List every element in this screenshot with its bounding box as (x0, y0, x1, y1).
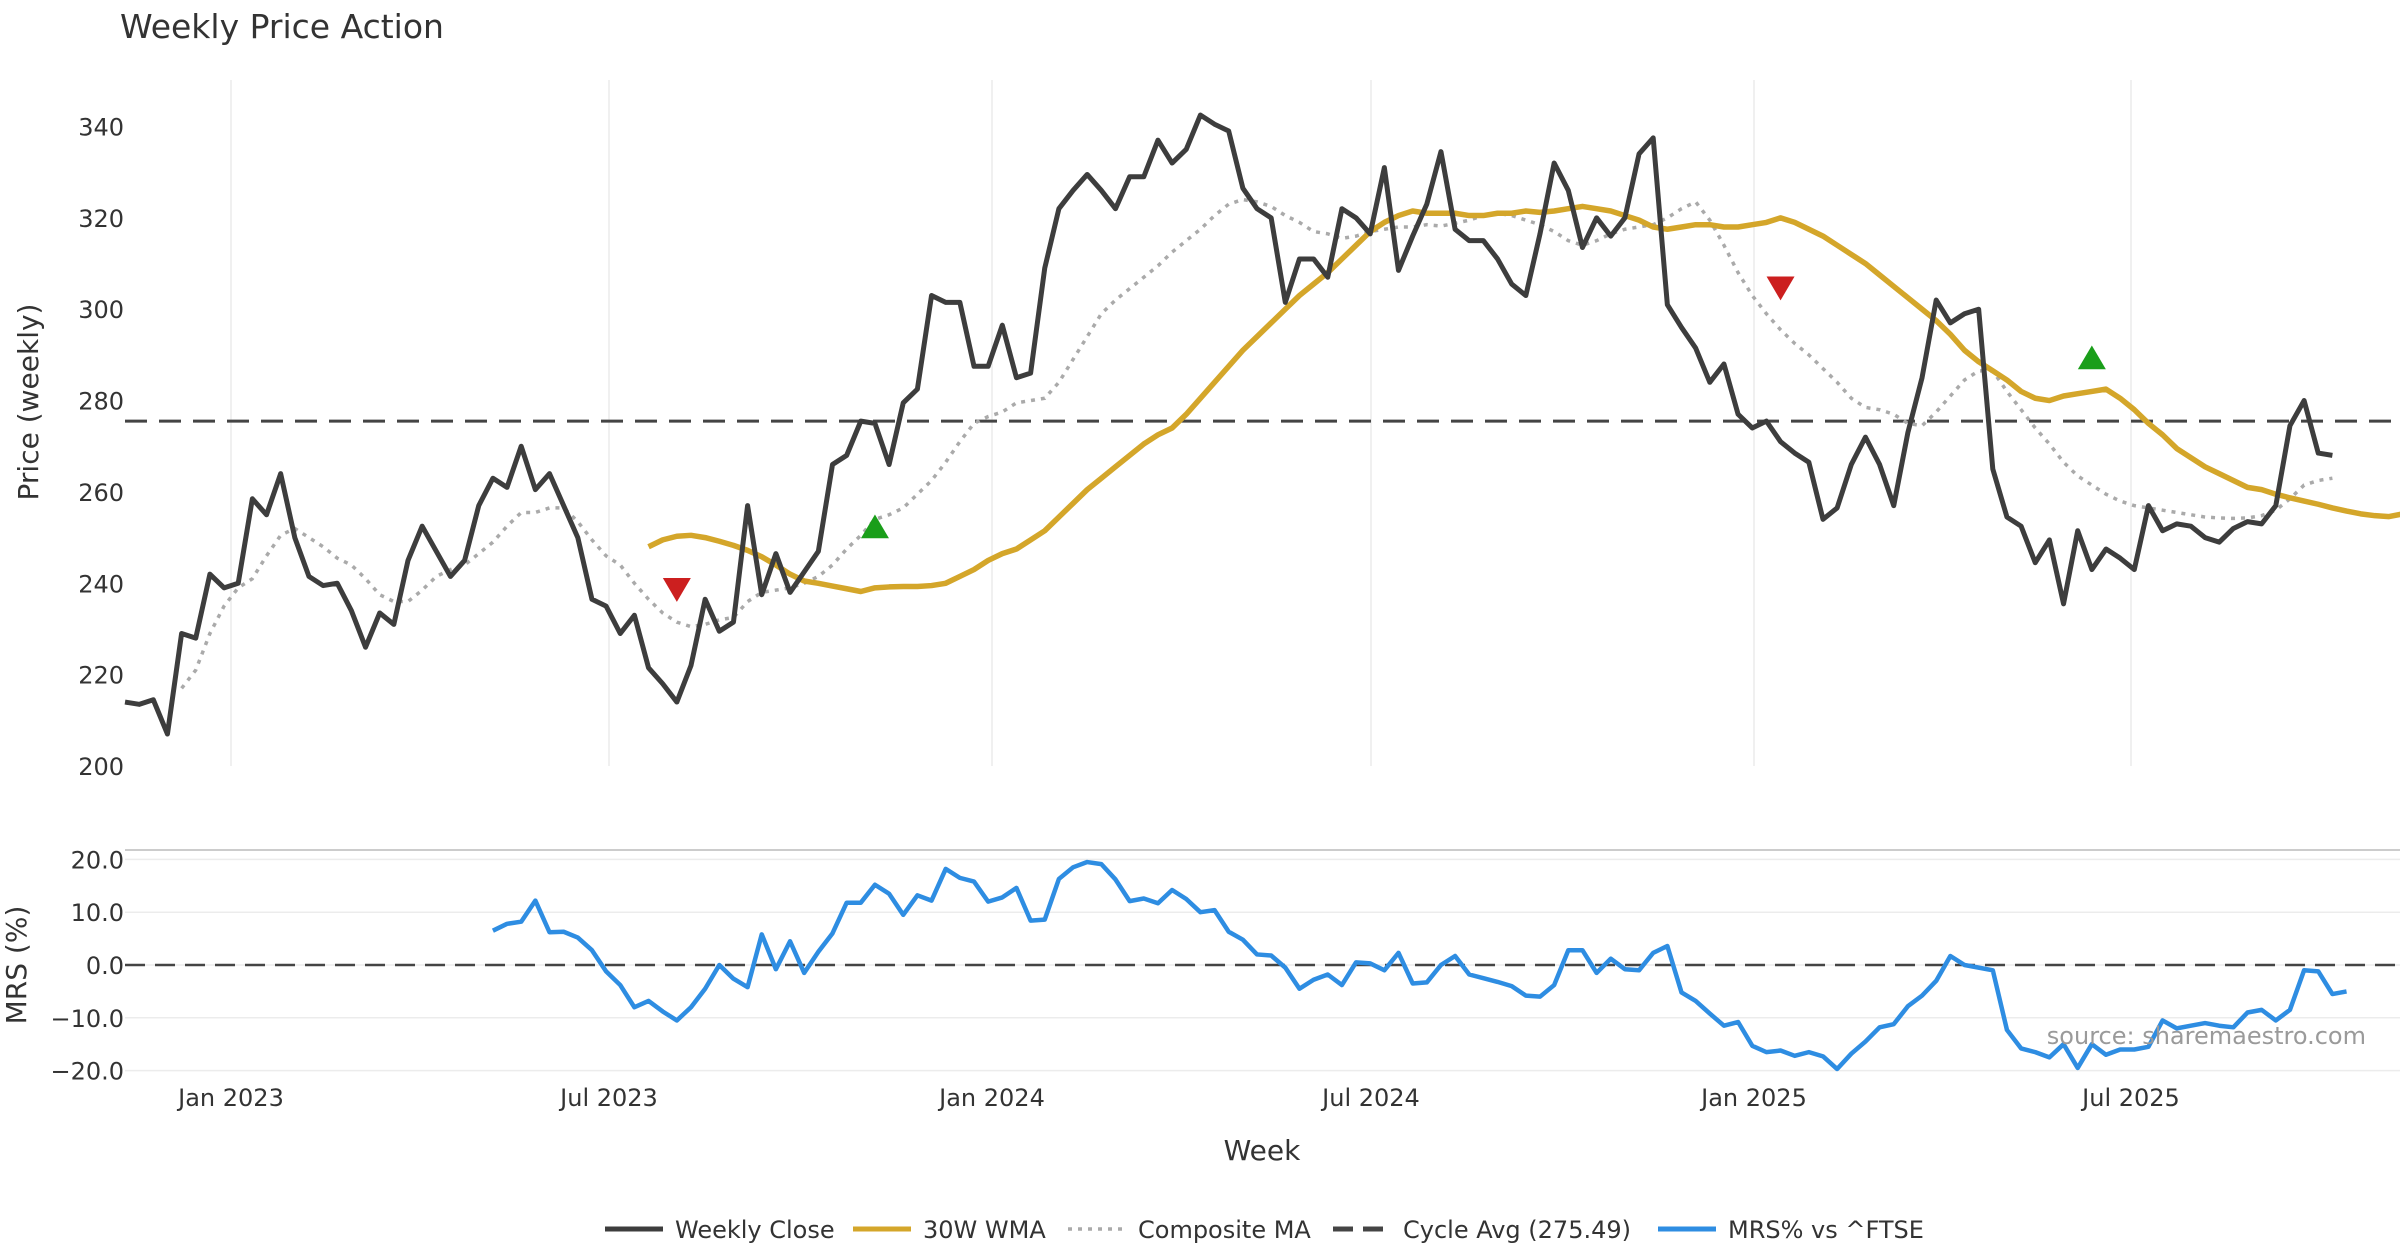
price-y-tick-label: 280 (78, 388, 124, 416)
source-watermark: source: sharemaestro.com (2047, 1022, 2366, 1050)
chart-title: Weekly Price Action (120, 7, 444, 46)
price-y-tick-label: 300 (78, 296, 124, 324)
x-tick-label: Jul 2023 (558, 1084, 658, 1112)
mrs-y-ticks: 20.0 10.0 0.0 −10.0 −20.0 (50, 846, 124, 1085)
buy-signal-marker (2077, 345, 2106, 370)
price-y-ticks: 200 220 240 260 280 300 320 340 (78, 113, 124, 781)
x-tick-label: Jan 2024 (937, 1084, 1045, 1112)
wma-30w-line (647, 203, 2400, 595)
legend: Weekly Close 30W WMA Composite MA Cycle Avg… (605, 1216, 1924, 1244)
buy-signal-marker (860, 514, 889, 539)
mrs-y-tick-label: 0.0 (86, 952, 124, 980)
price-y-tick-label: 340 (78, 113, 124, 141)
mrs-y-tick-label: −10.0 (50, 1005, 124, 1033)
sell-signal-marker (662, 578, 691, 602)
price-grid (230, 80, 2132, 766)
price-y-tick-label: 260 (78, 479, 124, 507)
mrs-y-tick-label: 10.0 (71, 899, 124, 927)
legend-label: Cycle Avg (275.49) (1403, 1216, 1631, 1244)
legend-label: Composite MA (1138, 1216, 1311, 1244)
price-y-tick-label: 320 (78, 205, 124, 233)
x-tick-label: Jan 2023 (176, 1084, 284, 1112)
signal-markers (662, 276, 2106, 602)
price-y-tick-label: 240 (78, 570, 124, 598)
x-tick-label: Jan 2025 (1699, 1084, 1807, 1112)
price-y-tick-label: 220 (78, 662, 124, 690)
x-ticks: Jan 2023 Jul 2023 Jan 2024 Jul 2024 Jan 2025… (176, 1084, 2180, 1112)
weekly-close-line (124, 112, 2333, 737)
price-y-tick-label: 200 (78, 753, 124, 781)
legend-label: Weekly Close (675, 1216, 835, 1244)
legend-label: 30W WMA (923, 1216, 1046, 1244)
mrs-y-tick-label: 20.0 (71, 846, 124, 874)
composite-ma-line (180, 197, 2333, 690)
x-tick-label: Jul 2024 (1320, 1084, 1420, 1112)
sell-signal-marker (1766, 276, 1795, 301)
legend-label: MRS% vs ^FTSE (1728, 1216, 1924, 1244)
mrs-line (491, 859, 2347, 1072)
mrs-y-tick-label: −20.0 (50, 1058, 124, 1086)
price-y-axis-title: Price (weekly) (12, 304, 45, 501)
x-axis-title: Week (1224, 1134, 1301, 1167)
mrs-y-axis-title: MRS (%) (0, 906, 33, 1025)
x-tick-label: Jul 2025 (2080, 1084, 2180, 1112)
